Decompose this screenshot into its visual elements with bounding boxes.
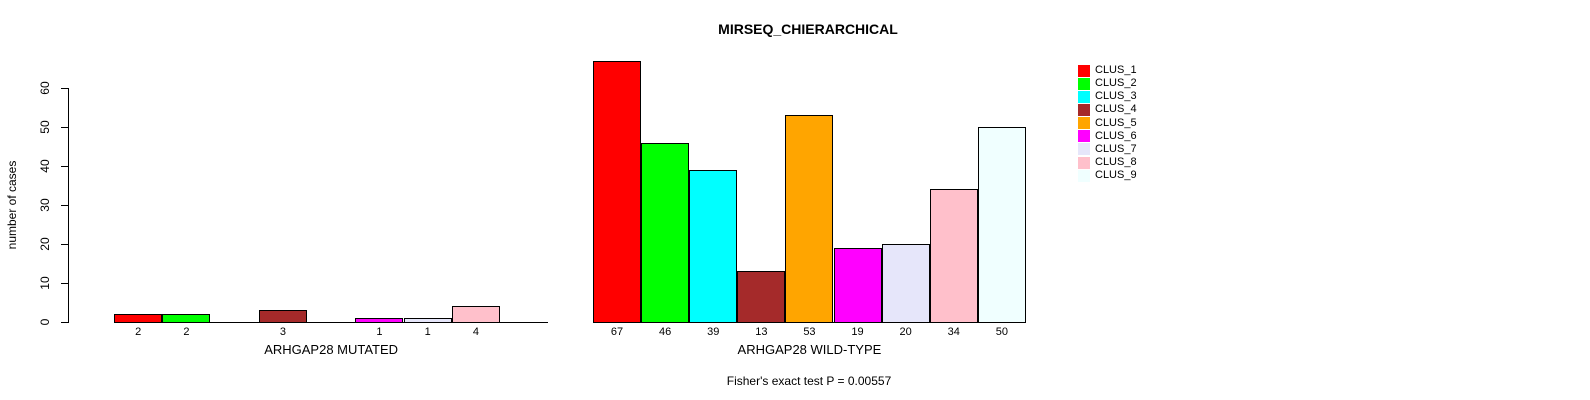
legend-swatch-clus_6: [1078, 130, 1090, 143]
fisher-test-annotation: Fisher's exact test P = 0.00557: [726, 374, 892, 388]
bar-value-label: 1: [424, 326, 431, 338]
bar-value-label: 13: [755, 326, 768, 338]
bar-clus_3-group2: [689, 170, 737, 323]
y-tick: [61, 244, 68, 245]
bar-clus_2-group1: [162, 314, 210, 323]
group-label-wild-type: ARHGAP28 WILD-TYPE: [737, 342, 882, 357]
y-axis-label: number of cases: [5, 160, 19, 250]
bar-clus_1-group2: [593, 61, 641, 323]
y-axis-line: [68, 88, 69, 323]
legend-row-clus_3: CLUS_3: [1078, 90, 1137, 103]
bar-clus_6-group2: [834, 248, 882, 323]
bar-clus_4-group1: [259, 310, 307, 323]
legend-row-clus_1: CLUS_1: [1078, 64, 1137, 77]
y-tick-label: 50: [38, 120, 52, 134]
legend-swatch-clus_9: [1078, 169, 1090, 182]
bar-value-label: 50: [995, 326, 1008, 338]
bar-clus_4-group2: [737, 271, 785, 323]
bar-clus_7-group2: [882, 244, 930, 323]
bar-value-label: 4: [472, 326, 479, 338]
legend-row-clus_6: CLUS_6: [1078, 130, 1137, 143]
bar-clus_1-group1: [114, 314, 162, 323]
y-tick: [61, 127, 68, 128]
bar-clus_9-group2: [978, 127, 1026, 323]
y-tick-label: 30: [38, 198, 52, 212]
chart-title: MIRSEQ_CHIERARCHICAL: [718, 21, 898, 37]
legend-label: CLUS_8: [1095, 156, 1137, 169]
bar-clus_6-group1: [355, 318, 403, 323]
legend-label: CLUS_1: [1095, 64, 1137, 76]
legend-row-clus_5: CLUS_5: [1078, 117, 1137, 130]
legend-label: CLUS_5: [1095, 116, 1137, 129]
y-tick: [61, 166, 68, 167]
bar-clus_5-group2: [785, 115, 833, 323]
legend-swatch-clus_2: [1078, 77, 1090, 90]
y-tick-label: 10: [38, 276, 52, 290]
y-tick-label: 20: [38, 237, 52, 251]
legend-swatch-clus_8: [1078, 156, 1090, 169]
legend-row-clus_8: CLUS_8: [1078, 156, 1137, 169]
legend-row-clus_4: CLUS_4: [1078, 103, 1137, 116]
legend-swatch-clus_1: [1078, 64, 1090, 77]
group-label-mutated: ARHGAP28 MUTATED: [264, 342, 399, 357]
y-tick-label: 60: [38, 81, 52, 95]
legend-swatch-clus_7: [1078, 143, 1090, 156]
bar-clus_2-group2: [641, 143, 689, 323]
legend-swatch-clus_5: [1078, 117, 1090, 130]
legend-swatch-clus_3: [1078, 90, 1090, 103]
bar-clus_8-group1: [452, 306, 500, 323]
legend-row-clus_2: CLUS_2: [1078, 77, 1137, 90]
bar-value-label: 1: [376, 326, 383, 338]
legend-label: CLUS_3: [1095, 90, 1137, 103]
bar-clus_7-group1: [404, 318, 452, 323]
bar-value-label: 20: [899, 326, 912, 338]
bar-value-label: 39: [707, 326, 720, 338]
legend-label: CLUS_2: [1095, 77, 1137, 90]
y-tick: [61, 283, 68, 284]
bar-value-label: 53: [803, 326, 816, 338]
legend-label: CLUS_9: [1095, 169, 1137, 182]
bar-value-label: 67: [610, 326, 624, 338]
bar-value-label: 2: [135, 326, 142, 338]
bar-value-label: 2: [183, 326, 190, 338]
legend-row-clus_7: CLUS_7: [1078, 143, 1137, 156]
y-tick: [61, 322, 68, 323]
legend-label: CLUS_6: [1095, 129, 1137, 142]
baseline-mutated: [114, 322, 548, 323]
bar-value-label: 46: [659, 326, 672, 338]
y-tick-label: 40: [38, 159, 52, 173]
legend-label: CLUS_4: [1095, 103, 1137, 116]
y-tick-label: 0: [38, 318, 52, 326]
y-tick: [61, 88, 68, 89]
y-tick: [61, 205, 68, 206]
legend-label: CLUS_7: [1095, 142, 1137, 155]
legend-row-clus_9: CLUS_9: [1078, 169, 1137, 182]
bar-value-label: 34: [947, 326, 960, 338]
legend-swatch-clus_4: [1078, 103, 1090, 116]
bar-clus_8-group2: [930, 189, 978, 323]
bar-value-label: 3: [279, 326, 286, 338]
bar-value-label: 19: [851, 326, 864, 338]
